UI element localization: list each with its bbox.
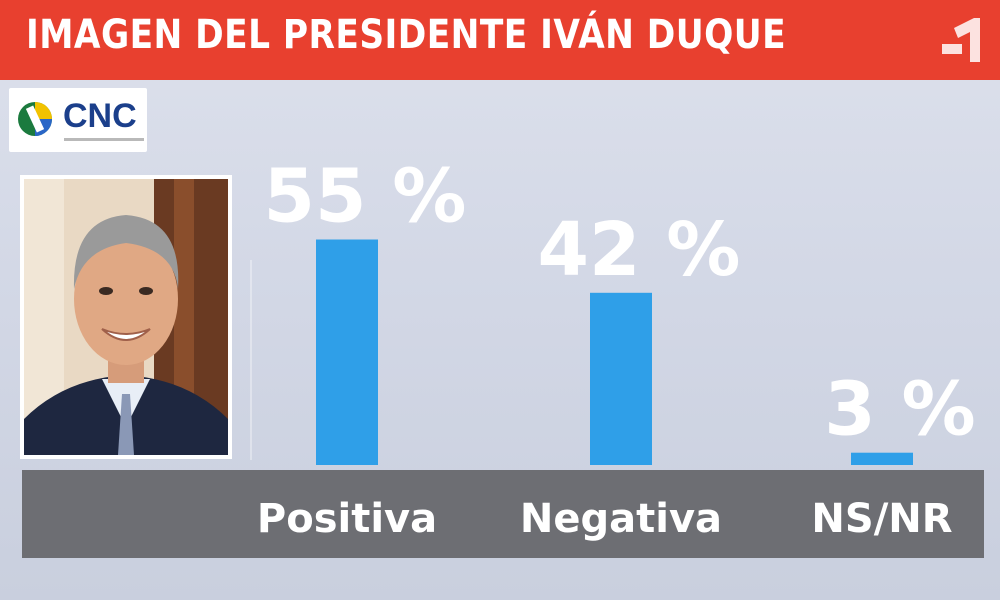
logo-subtitle-line (64, 138, 144, 141)
channel-1-icon (942, 18, 980, 62)
category-labels-layer: Positiva Negativa NS/NR (257, 496, 953, 542)
category-label: Negativa (520, 496, 722, 542)
bar-negativa (590, 292, 652, 465)
cnc-logo: CNC (9, 88, 147, 152)
category-label: Positiva (257, 496, 437, 542)
background-decoration (250, 260, 252, 460)
value-labels-layer: 55 % 42 % 3 % (264, 154, 976, 453)
category-label: NS/NR (811, 496, 952, 542)
bar-ns-nr (851, 452, 913, 465)
logo-text: CNC (63, 97, 137, 135)
president-portrait-icon (24, 179, 228, 455)
bar-positiva (316, 239, 378, 465)
value-label: 3 % (824, 367, 975, 453)
value-label: 42 % (538, 207, 741, 293)
page-title: IMAGEN DEL PRESIDENTE IVÁN DUQUE (26, 12, 787, 58)
bars-layer (316, 239, 913, 465)
president-photo (20, 175, 232, 459)
cnc-logo-icon (18, 102, 52, 136)
category-axis-band (22, 470, 984, 558)
title-banner: IMAGEN DEL PRESIDENTE IVÁN DUQUE (0, 0, 1000, 80)
value-label: 55 % (264, 154, 467, 240)
